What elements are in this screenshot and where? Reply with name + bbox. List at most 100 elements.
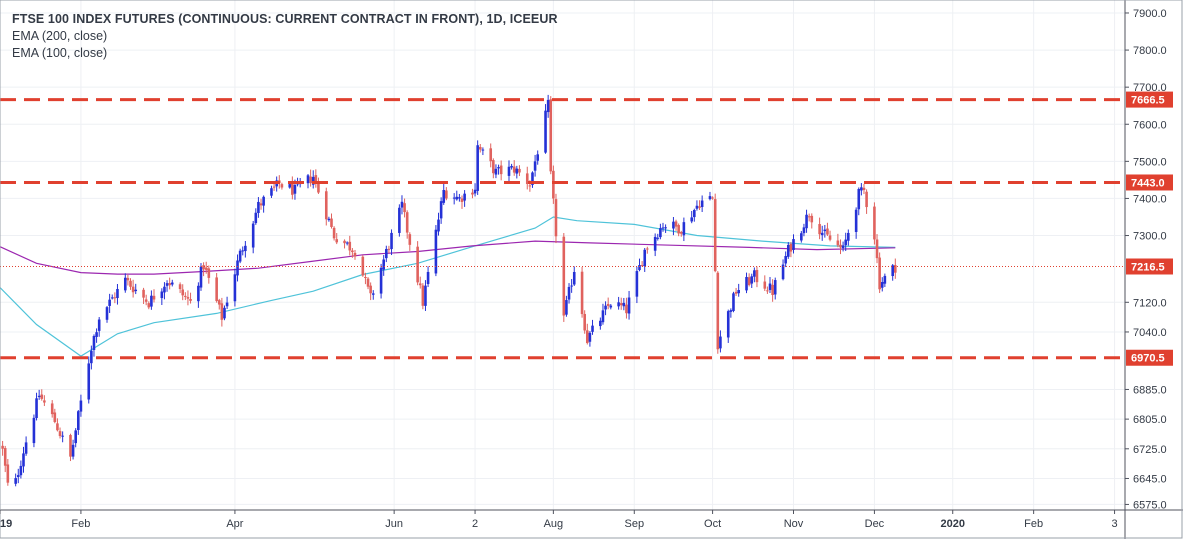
candle-body [259, 203, 263, 206]
y-tick-label: 7700.0 [1133, 82, 1167, 94]
candle-body [22, 453, 25, 467]
level-tag [1126, 174, 1173, 191]
candle-body [181, 289, 185, 296]
candle-body [424, 285, 427, 306]
candle-body [217, 300, 221, 305]
y-tick-label: 7120.0 [1133, 297, 1167, 309]
candle-body [753, 270, 756, 277]
candle-body [622, 302, 626, 307]
candle-body [270, 188, 273, 196]
x-tick-label: 2020 [940, 518, 964, 530]
candle-body [659, 228, 662, 238]
candle-body [408, 234, 412, 245]
candle-body [40, 394, 44, 399]
candle-body [178, 284, 182, 290]
candle-body [711, 197, 714, 199]
candle-body [481, 149, 485, 151]
candle-body [771, 284, 774, 295]
candle-body [499, 165, 503, 175]
candle-body [280, 184, 284, 188]
candle-body [184, 295, 187, 297]
candle-body [244, 245, 247, 252]
candle-body [515, 168, 519, 174]
candle-body [144, 299, 148, 302]
candle-body [518, 168, 521, 173]
candle-body [189, 299, 192, 301]
candle-body [734, 291, 738, 294]
candle-body [364, 276, 367, 278]
candle-body [421, 285, 425, 306]
level-tag [1126, 349, 1173, 366]
candle-body [565, 300, 568, 315]
candle-body [439, 201, 443, 219]
last-price-tag [1126, 258, 1173, 275]
candle-body [69, 434, 72, 457]
candle-body [698, 206, 701, 208]
candle-body [215, 277, 218, 302]
candle-body [3, 448, 7, 466]
candle-body [288, 184, 292, 188]
candle-body [786, 244, 790, 257]
candle-body [552, 170, 555, 199]
candle-body [562, 236, 566, 316]
candle-body [854, 209, 858, 232]
candle-body [416, 246, 419, 283]
candle-body [682, 222, 686, 236]
candle-body [293, 185, 297, 194]
candle-body [170, 282, 174, 285]
candle-body [186, 297, 190, 299]
candle-body [554, 199, 558, 237]
candle-body [95, 332, 98, 337]
candle-body [875, 239, 879, 259]
candle-body [6, 464, 10, 483]
candle-body [750, 276, 754, 284]
ema-lines [0, 216, 896, 357]
candle-body [478, 146, 482, 150]
candle-body [528, 185, 532, 187]
candle-body [35, 398, 38, 418]
candle-body [880, 282, 884, 288]
y-tick-label: 7600.0 [1133, 119, 1167, 131]
candle-body [891, 265, 894, 277]
candle-body [220, 303, 224, 320]
x-tick-label: Apr [226, 518, 243, 530]
candle-body [510, 165, 513, 168]
candle-body [152, 295, 156, 300]
candle-body [865, 191, 868, 208]
candle-body [332, 227, 336, 239]
candle-body [862, 187, 866, 190]
candle-body [199, 266, 203, 288]
candle-body [716, 272, 720, 350]
candle-body [695, 205, 699, 209]
x-tick-label: Feb [71, 518, 90, 530]
candle-body [719, 336, 722, 349]
candle-body [385, 248, 388, 259]
candle-body [238, 250, 242, 262]
candle-body [233, 274, 237, 302]
candle-body [672, 221, 675, 229]
candle-body [580, 271, 584, 315]
x-tick-label: Dec [865, 518, 885, 530]
candle-body [113, 297, 117, 299]
candle-body [732, 293, 735, 311]
horizontal-levels [0, 98, 1125, 360]
y-tick-label: 6645.0 [1133, 473, 1167, 485]
candle-body [873, 206, 876, 240]
candle-body [14, 478, 17, 484]
x-tick-label: Feb [1024, 518, 1043, 530]
candle-body [405, 212, 409, 233]
candle-body [755, 269, 759, 283]
candle-body [87, 363, 91, 400]
candle-body [583, 313, 586, 331]
candle-body [116, 288, 119, 299]
candle-body [549, 99, 553, 172]
candle-body [90, 350, 93, 364]
x-tick-label: Sep [624, 518, 644, 530]
candle-body [123, 277, 127, 291]
candle-body [92, 335, 96, 350]
candle-body [646, 248, 649, 250]
candle-body [142, 289, 145, 298]
y-tick-label: 7040.0 [1133, 327, 1167, 339]
